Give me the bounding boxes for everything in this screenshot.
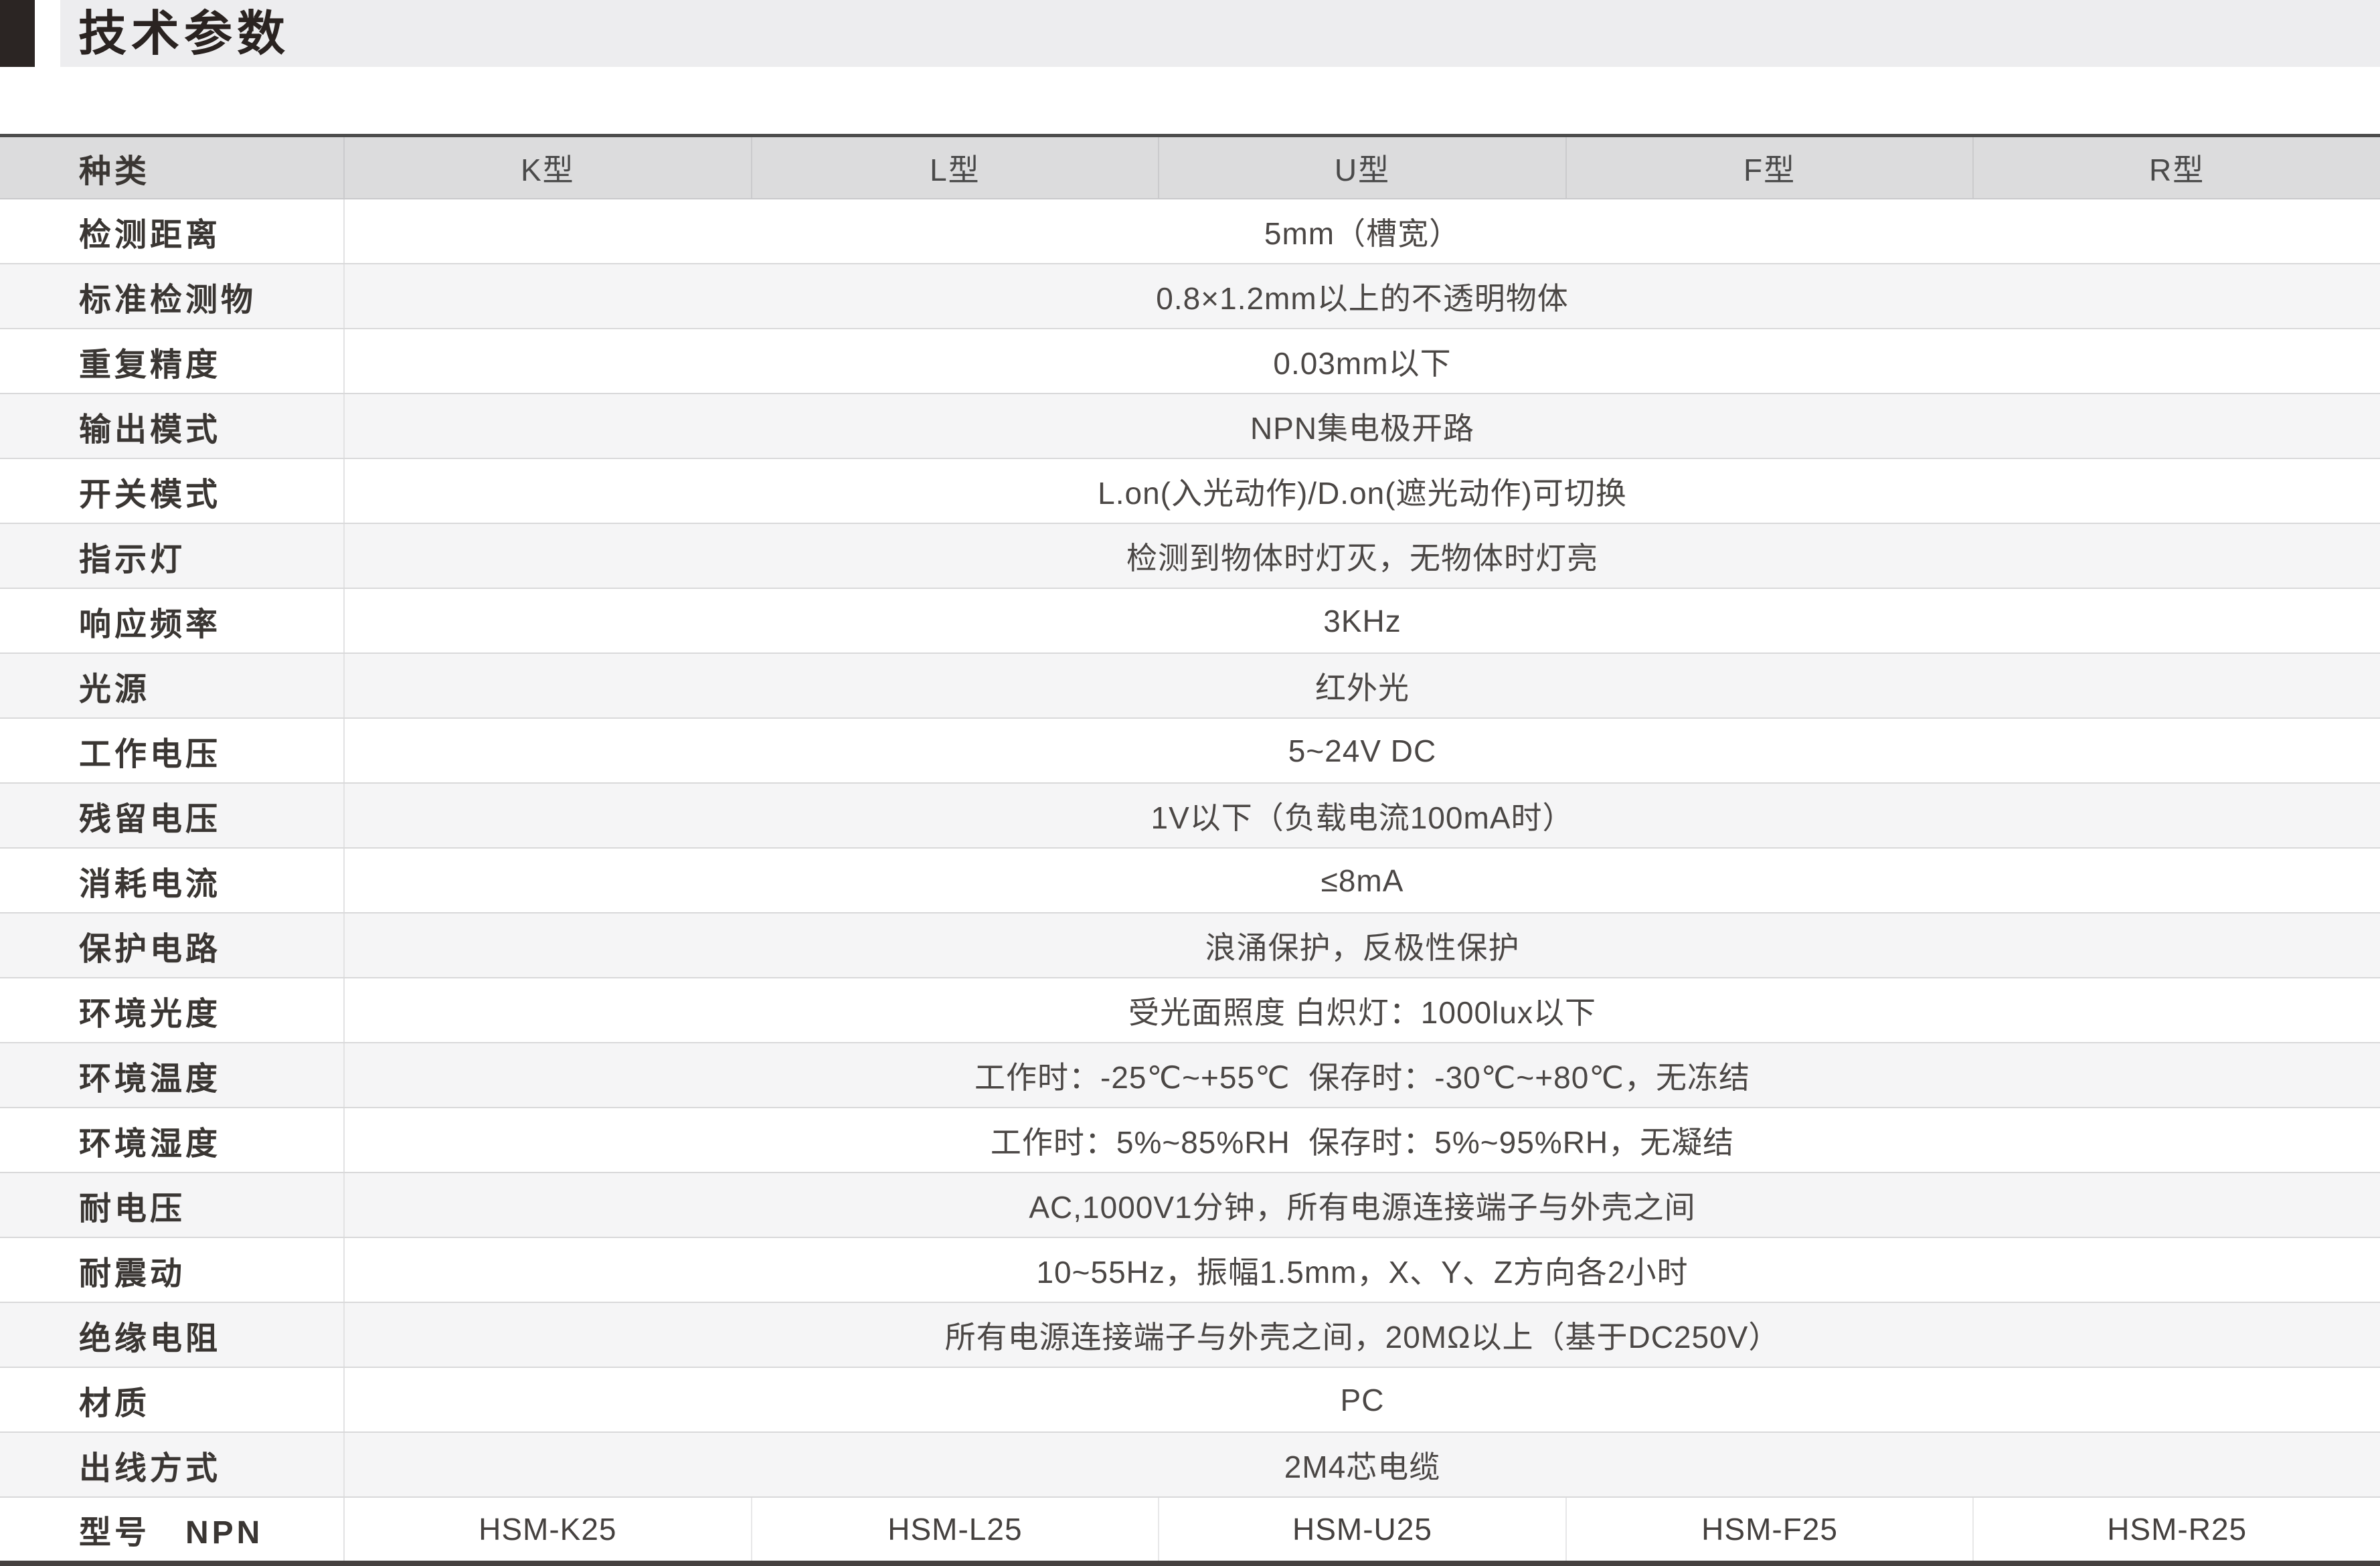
row-value: 工作时：5%~85%RH 保存时：5%~95%RH，无凝结 [990, 1124, 1735, 1160]
row-label: 材质 [0, 1368, 345, 1431]
row-label: 检测距离 [0, 199, 345, 263]
table-row: 消耗电流 ≤8mA [0, 849, 2380, 913]
table-row: 材质 PC [0, 1368, 2380, 1433]
page-title: 技术参数 [78, 7, 290, 61]
title-accent-block [0, 0, 35, 67]
table-row: 耐电压 AC,1000V1分钟，所有电源连接端子与外壳之间 [0, 1173, 2380, 1238]
table-row: 指示灯 检测到物体时灯灭，无物体时灯亮 [0, 524, 2380, 589]
table-row: 输出模式 NPN集电极开路 [0, 394, 2380, 459]
table-body: 检测距离 5mm（槽宽） 标准检测物 0.8×1.2mm以上的不透明物体 重复精… [0, 199, 2380, 1498]
header-cell-type-k: K型 [345, 137, 752, 198]
table-row: 环境湿度 工作时：5%~85%RH 保存时：5%~95%RH，无凝结 [0, 1108, 2380, 1173]
table-row: 工作电压 5~24V DC [0, 719, 2380, 784]
row-value: 3KHz [1323, 603, 1401, 638]
table-row: 绝缘电阻 所有电源连接端子与外壳之间，20MΩ以上（基于DC250V） [0, 1303, 2380, 1368]
table-row: 环境温度 工作时：-25℃~+55℃ 保存时：-30℃~+80℃，无冻结 [0, 1043, 2380, 1108]
row-value: ≤8mA [1321, 863, 1404, 898]
table-row: 标准检测物 0.8×1.2mm以上的不透明物体 [0, 264, 2380, 329]
model-row: 型号 NPN HSM-K25 HSM-L25 HSM-U25 HSM-F25 H… [0, 1498, 2380, 1561]
row-value: 5mm（槽宽） [1264, 215, 1461, 251]
row-label: 指示灯 [0, 524, 345, 588]
row-label: 耐电压 [0, 1173, 345, 1237]
row-label: 标准检测物 [0, 264, 345, 328]
model-value-u: HSM-U25 [1159, 1498, 1567, 1561]
row-value: NPN集电极开路 [1250, 410, 1475, 446]
row-label: 重复精度 [0, 329, 345, 393]
row-label: 保护电路 [0, 913, 345, 977]
row-label: 响应频率 [0, 589, 345, 652]
row-value: 10~55Hz，振幅1.5mm，X、Y、Z方向各2小时 [1036, 1254, 1689, 1290]
table-row: 开关模式 L.on(入光动作)/D.on(遮光动作)可切换 [0, 459, 2380, 524]
row-label: 耐震动 [0, 1238, 345, 1302]
header-cell-type-r: R型 [2149, 152, 2205, 187]
row-label: 输出模式 [0, 394, 345, 458]
model-value-l: HSM-L25 [752, 1498, 1160, 1561]
row-label: 环境温度 [0, 1043, 345, 1107]
spec-table: 种类 K型 L型 U型 F型 R型 检测距离 5mm（槽宽） 标准检测物 0.8… [0, 134, 2380, 1566]
title-band: 技术参数 [0, 0, 2380, 67]
table-row: 光源 红外光 [0, 654, 2380, 719]
row-value: 5~24V DC [1288, 733, 1437, 768]
row-value: 1V以下（负载电流100mA时） [1151, 800, 1574, 835]
row-value: 受光面照度 白炽灯：1000lux以下 [1128, 994, 1596, 1030]
row-value: 工作时：-25℃~+55℃ 保存时：-30℃~+80℃，无冻结 [974, 1059, 1750, 1095]
row-label: 出线方式 [0, 1433, 345, 1496]
row-label: 环境光度 [0, 978, 345, 1042]
row-value: 2M4芯电缆 [1284, 1449, 1441, 1484]
row-label: 绝缘电阻 [0, 1303, 345, 1367]
row-label: 残留电压 [0, 784, 345, 847]
table-row: 重复精度 0.03mm以下 [0, 329, 2380, 394]
row-value: PC [1340, 1382, 1385, 1417]
header-cell-category: 种类 [0, 137, 345, 198]
model-row-label: 型号 NPN [0, 1498, 345, 1561]
row-label: 开关模式 [0, 459, 345, 523]
row-label: 消耗电流 [0, 849, 345, 912]
row-value: L.on(入光动作)/D.on(遮光动作)可切换 [1098, 475, 1627, 511]
table-row: 检测距离 5mm（槽宽） [0, 199, 2380, 264]
row-label: 环境湿度 [0, 1108, 345, 1172]
row-value: AC,1000V1分钟，所有电源连接端子与外壳之间 [1029, 1189, 1696, 1225]
header-cell-type-f: F型 [1567, 137, 1974, 198]
table-row: 残留电压 1V以下（负载电流100mA时） [0, 784, 2380, 849]
row-value: 所有电源连接端子与外壳之间，20MΩ以上（基于DC250V） [944, 1319, 1780, 1355]
row-value: 0.8×1.2mm以上的不透明物体 [1156, 280, 1569, 316]
table-row: 出线方式 2M4芯电缆 [0, 1433, 2380, 1498]
model-value-f: HSM-F25 [1567, 1498, 1974, 1561]
row-value: 0.03mm以下 [1273, 345, 1452, 381]
title-bar [60, 0, 2380, 67]
table-row: 耐震动 10~55Hz，振幅1.5mm，X、Y、Z方向各2小时 [0, 1238, 2380, 1303]
row-value: 红外光 [1315, 670, 1410, 705]
row-label: 光源 [0, 654, 345, 717]
model-value-r: HSM-R25 [2107, 1512, 2247, 1547]
header-cell-type-l: L型 [752, 137, 1160, 198]
row-label: 工作电压 [0, 719, 345, 782]
table-row: 响应频率 3KHz [0, 589, 2380, 654]
model-value-k: HSM-K25 [345, 1498, 752, 1561]
table-row: 保护电路 浪涌保护，反极性保护 [0, 913, 2380, 978]
table-header-row: 种类 K型 L型 U型 F型 R型 [0, 137, 2380, 199]
header-cell-type-u: U型 [1159, 137, 1567, 198]
row-value: 浪涌保护，反极性保护 [1205, 930, 1520, 965]
table-row: 环境光度 受光面照度 白炽灯：1000lux以下 [0, 978, 2380, 1043]
row-value: 检测到物体时灯灭，无物体时灯亮 [1126, 540, 1598, 576]
